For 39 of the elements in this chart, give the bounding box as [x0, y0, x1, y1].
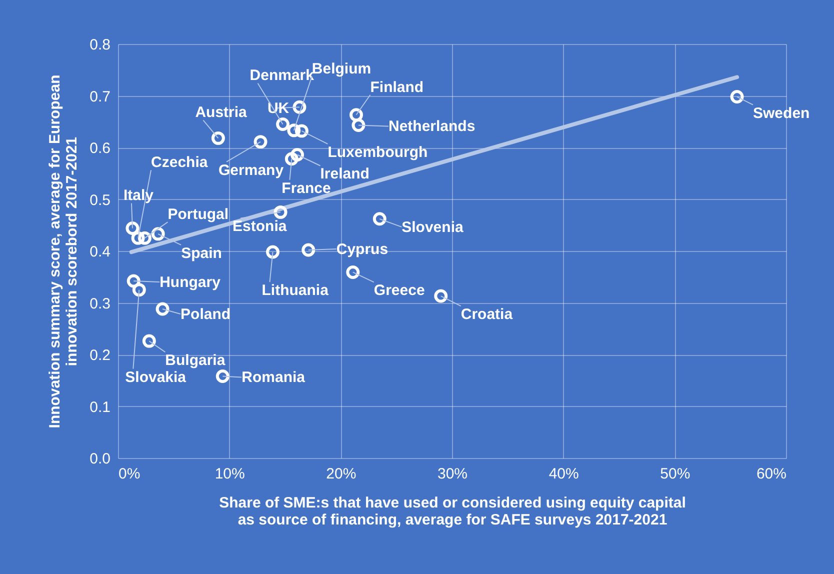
annotation: Croatia	[460, 306, 514, 324]
annotation: Spain	[181, 244, 222, 262]
annotation: Poland	[180, 306, 231, 323]
annotation: Slovenia	[402, 218, 464, 236]
annotation: Finland	[370, 78, 424, 96]
annotation: Greece	[374, 282, 425, 300]
x-tick-label: 60%	[756, 466, 786, 482]
x-tick-label: 30%	[437, 466, 468, 482]
annotation: Luxembourgh	[328, 144, 428, 161]
annotation: Netherlands	[388, 118, 476, 136]
annotation: Austria	[195, 104, 248, 122]
annotation: Estonia	[232, 218, 288, 236]
y-tick-label: 0.8	[90, 36, 110, 54]
annotation: Belgium	[312, 60, 372, 78]
y-tick-label: 0.4	[90, 244, 110, 260]
y-tick-label: 0.7	[90, 88, 110, 106]
y-tick-label: 0.6	[90, 140, 110, 157]
y-tick-label: 0.1	[90, 398, 110, 416]
annotation: Portugal	[168, 206, 229, 224]
y-axis-title: Innovation summary score, average for European innovation scorebord 2017-2021	[46, 74, 81, 428]
annotation: Czechia	[151, 154, 208, 172]
x-tick-label: 0%	[118, 466, 140, 482]
x-tick-label: 20%	[326, 466, 356, 482]
x-axis-title: Share of SME:s that have used or considered using equity capital as source of financing, average for SAFE surveys 2017-2021	[219, 494, 686, 528]
y-tick-label: 0.0	[90, 450, 110, 468]
y-tick-label: 0.5	[90, 192, 110, 209]
x-tick-label: 50%	[660, 466, 690, 482]
annotation: Slovakia	[125, 368, 187, 386]
annotation: Bulgaria	[165, 352, 226, 370]
annotation: Germany	[218, 162, 284, 179]
y-tick-label: 0.2	[90, 347, 110, 364]
x-tick-label: 10%	[214, 466, 245, 482]
annotation: Hungary	[160, 274, 222, 292]
annotation: Lithuania	[262, 282, 330, 300]
x-tick-label: 40%	[548, 466, 579, 482]
annotation: Romania	[242, 369, 306, 386]
annotation: Sweden	[753, 104, 810, 122]
annotation: Cyprus	[336, 240, 388, 258]
y-tick-label: 0.3	[90, 295, 110, 312]
